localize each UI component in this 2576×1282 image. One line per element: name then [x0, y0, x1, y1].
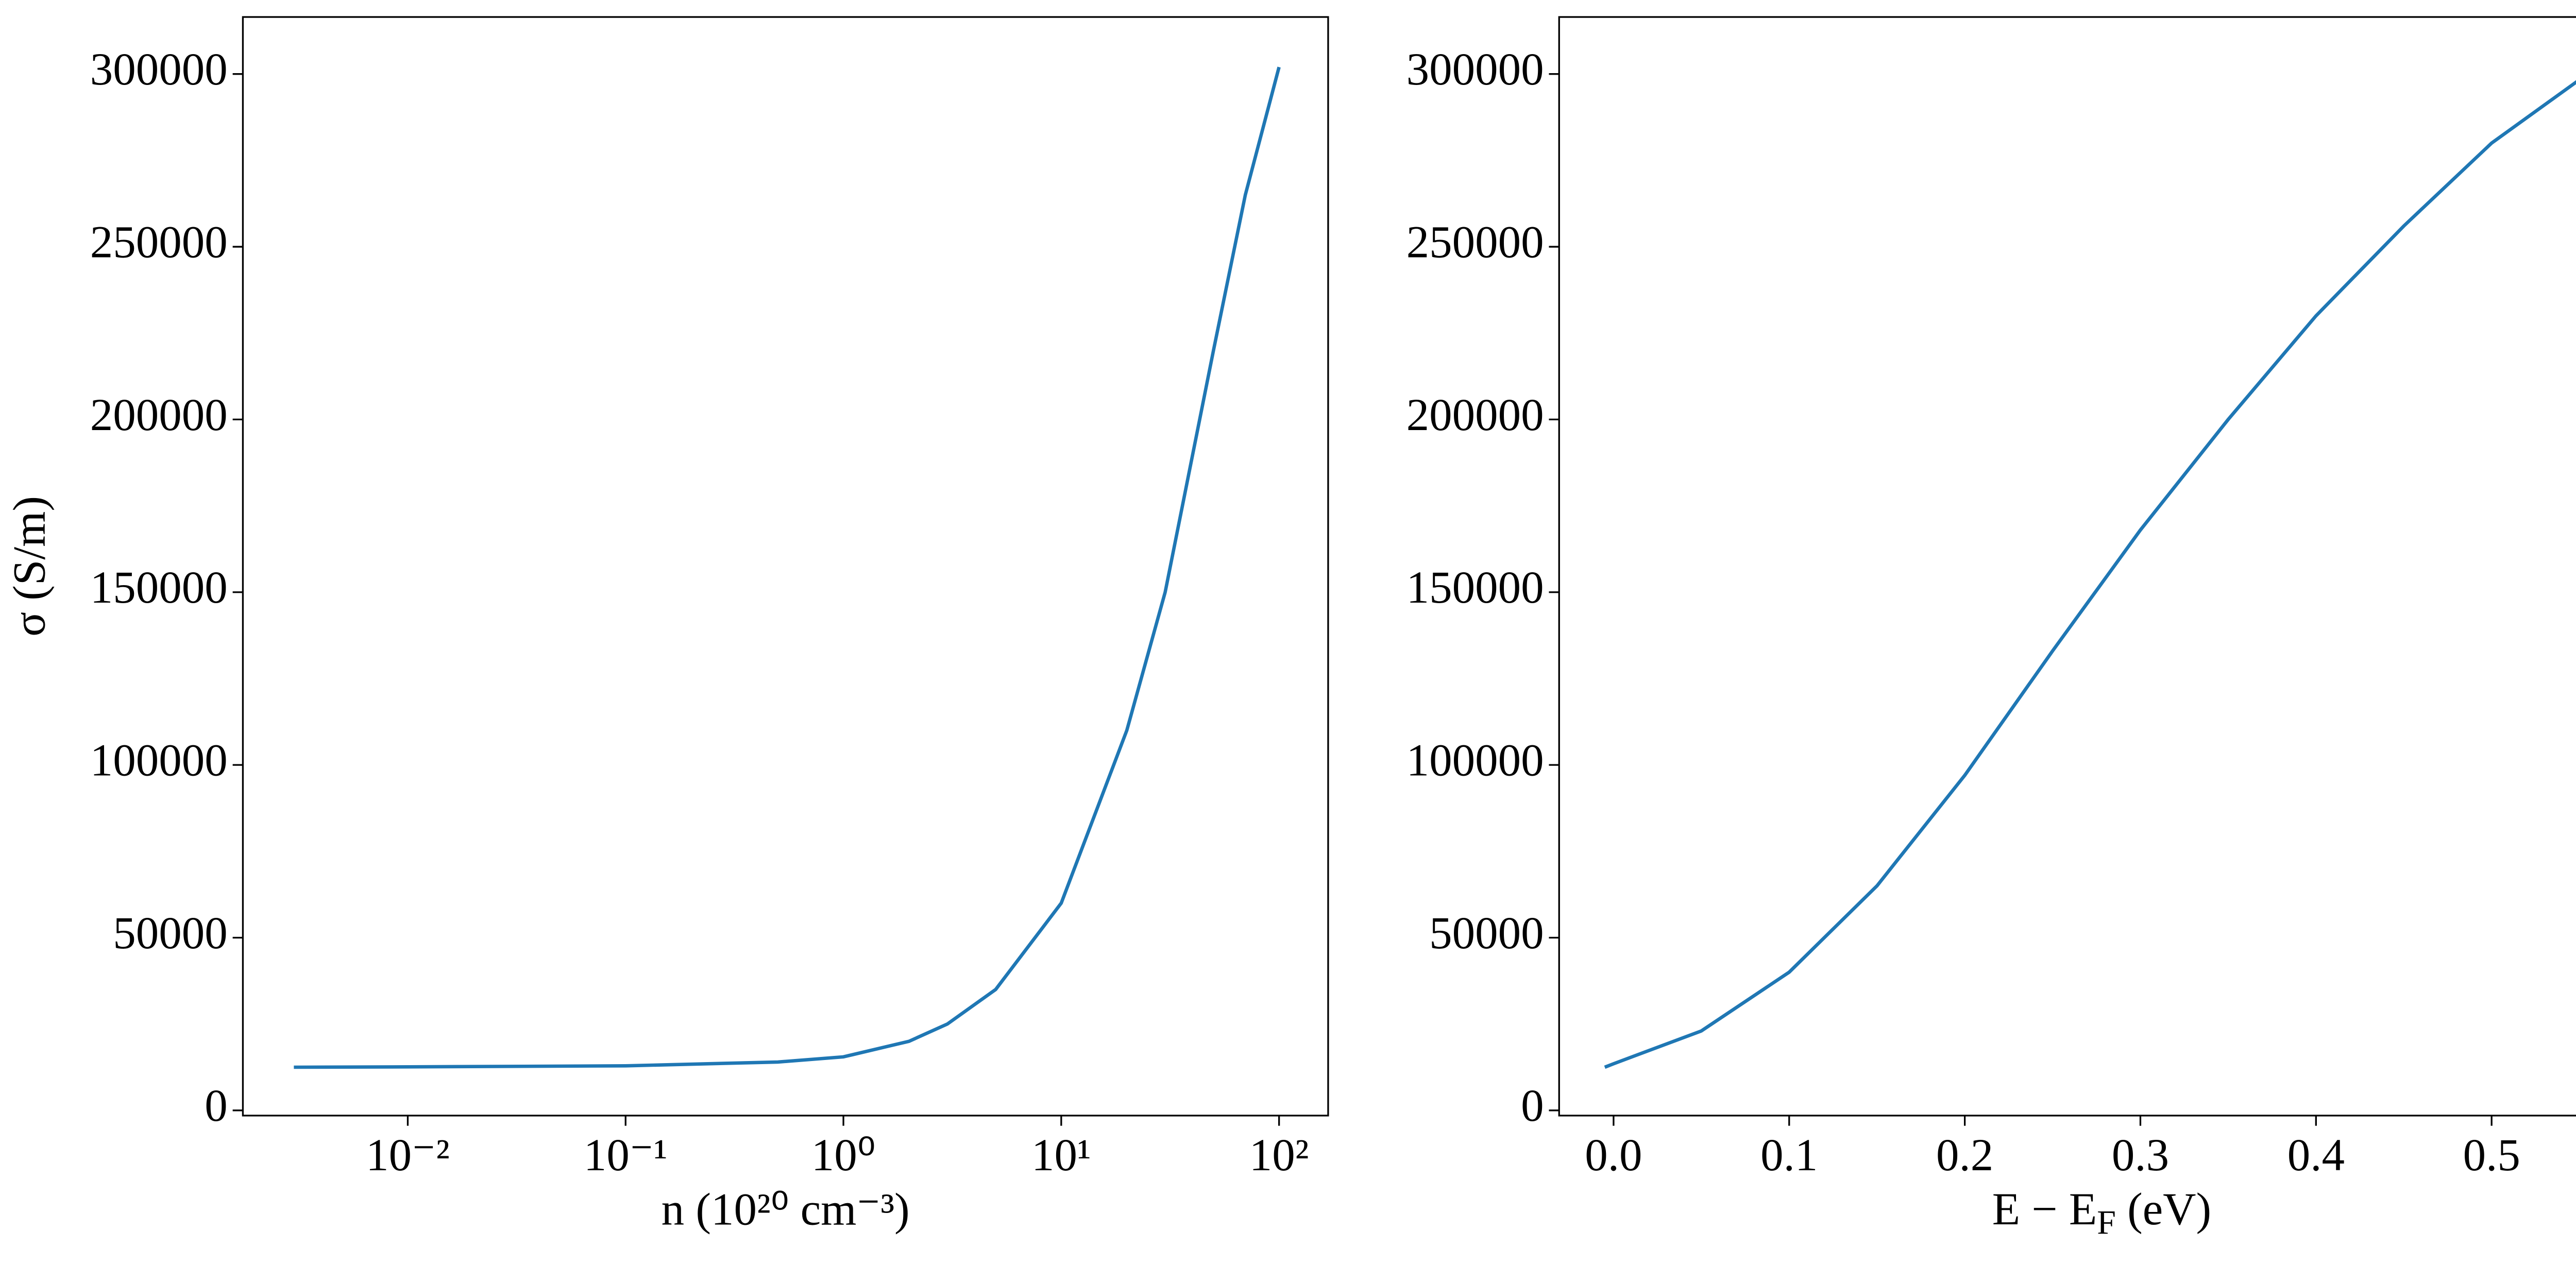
x-tick-label: 10⁻¹ [584, 1130, 668, 1181]
y-tick-label: 300000 [90, 44, 228, 95]
y-tick-label: 150000 [90, 562, 228, 613]
data-line [294, 66, 1281, 1069]
y-tick-label: 50000 [113, 908, 228, 959]
y-tick-label: 250000 [1406, 217, 1544, 267]
plot-frame [1558, 16, 2576, 1117]
x-tick-label: 10¹ [1031, 1130, 1091, 1181]
y-tick-label: 0 [205, 1081, 228, 1131]
y-tick-label: 200000 [1406, 390, 1544, 440]
x-tick-label: 0.5 [2463, 1130, 2520, 1181]
x-tick-label: 10⁰ [811, 1130, 876, 1181]
y-tick-label: 100000 [1406, 736, 1544, 786]
y-tick-label: 0 [1521, 1081, 1544, 1131]
y-tick-label: 150000 [1406, 562, 1544, 613]
y-tick-label: 200000 [90, 390, 228, 440]
y-tick-label: 250000 [90, 217, 228, 267]
x-tick-label: 0.0 [1585, 1130, 1642, 1181]
y-axis-label: σ (S/m) [4, 496, 55, 637]
x-tick-label: 0.2 [1936, 1130, 1993, 1181]
y-tick-label: 300000 [1406, 44, 1544, 95]
x-tick-label: 0.3 [2112, 1130, 2169, 1181]
x-axis-label: E − EF (eV) [1992, 1185, 2211, 1242]
x-tick-label: 10⁻² [366, 1130, 450, 1181]
x-tick-label: 0.1 [1760, 1130, 1818, 1181]
x-tick-label: 0.4 [2287, 1130, 2345, 1181]
x-axis-label: n (10²⁰ cm⁻³) [662, 1185, 910, 1235]
x-tick-label: 10² [1249, 1130, 1309, 1181]
plot-frame [242, 16, 1329, 1117]
data-line [1604, 80, 2576, 1069]
y-tick-label: 50000 [1429, 908, 1544, 959]
y-tick-label: 100000 [90, 736, 228, 786]
